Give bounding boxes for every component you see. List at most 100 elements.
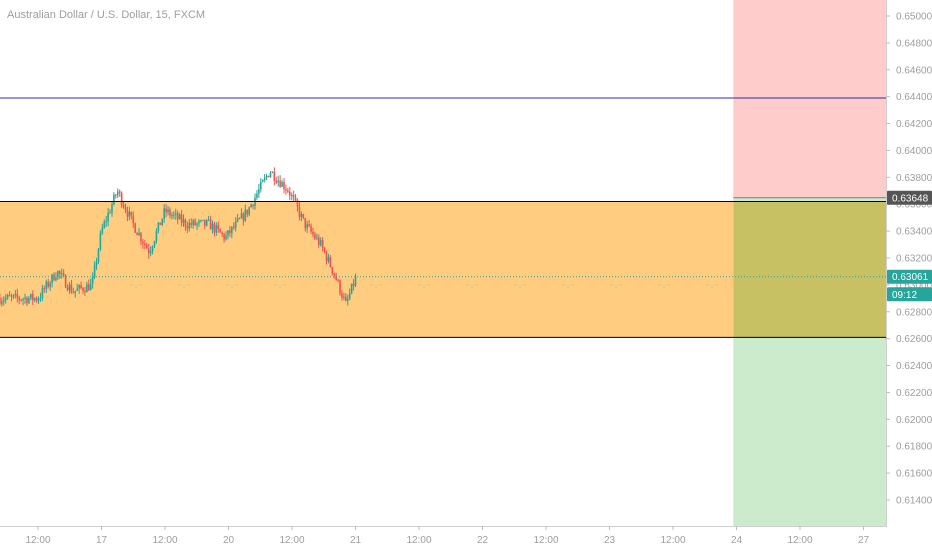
candle-body [97, 249, 100, 262]
price-tick-label: 0.64600 [896, 65, 932, 76]
candle-body [265, 175, 268, 178]
candle-body [16, 293, 19, 298]
candle-body [111, 204, 113, 213]
candle-body [229, 230, 231, 234]
candle-body [126, 210, 129, 217]
candle-body [192, 220, 194, 226]
candle-body [188, 222, 191, 229]
price-tick-label: 0.63400 [896, 227, 932, 238]
candle-body [341, 293, 343, 298]
candle-body [335, 275, 337, 281]
candle-body [105, 221, 107, 223]
time-tick-label: 17 [96, 535, 108, 546]
candle-body [88, 284, 90, 291]
candle-body [14, 293, 17, 296]
candle-body [163, 208, 165, 219]
candle-body [24, 297, 26, 300]
candle-body [66, 287, 69, 291]
candle-body [159, 222, 162, 225]
candle-body [261, 180, 264, 182]
candle-body [167, 209, 169, 213]
candle-body [78, 285, 80, 289]
candle-body [72, 292, 75, 294]
candle-body [292, 194, 295, 198]
candle-body [248, 207, 251, 215]
time-tick-label: 21 [350, 535, 362, 546]
time-tick-label: 12:00 [660, 535, 685, 546]
candle-body [113, 194, 115, 205]
candle-body [312, 231, 314, 235]
candle-body [124, 207, 127, 211]
candle-body [120, 192, 123, 205]
candle-body [176, 213, 179, 220]
candle-body [325, 252, 328, 262]
candle-body [310, 226, 312, 232]
candle-body [89, 283, 92, 291]
candle-body [232, 226, 235, 228]
candle-body [147, 248, 150, 254]
time-tick-label: 12:00 [279, 535, 304, 546]
candle-body [221, 232, 223, 234]
candle-body [155, 231, 158, 242]
candle-body [348, 293, 351, 299]
candle-body [200, 220, 202, 222]
candle-body [258, 189, 260, 194]
time-tick-label: 27 [858, 535, 870, 546]
candle-body [30, 293, 32, 299]
candle-body [263, 177, 266, 181]
price-label-text: 09:12 [892, 290, 917, 301]
price-tick-label: 0.62600 [896, 334, 932, 345]
zone-overlap [733, 201, 886, 338]
candle-body [4, 297, 7, 301]
candle-body [256, 193, 258, 198]
price-zone [0, 201, 734, 338]
candle-body [283, 182, 285, 190]
candle-body [132, 215, 135, 224]
candle-body [343, 296, 345, 298]
candle-body [178, 214, 181, 220]
candle-body [242, 213, 245, 221]
candle-body [277, 180, 279, 183]
price-tick-label: 0.64000 [896, 146, 932, 157]
candle-body [20, 299, 22, 301]
candle-body [186, 226, 189, 229]
price-tick-label: 0.63200 [896, 254, 932, 265]
candle-body [244, 209, 247, 221]
time-tick-label: 12:00 [25, 535, 50, 546]
candle-body [76, 288, 79, 291]
price-labels-layer: 0.63648 0.63061 09:12 [887, 190, 932, 302]
candle-body [269, 172, 272, 177]
candle-body [275, 180, 278, 183]
candle-body [240, 213, 243, 219]
candle-body [115, 194, 117, 196]
candle-body [130, 211, 133, 216]
candle-body [234, 221, 237, 228]
candle-body [91, 276, 94, 284]
candle-body [294, 197, 297, 201]
candle-body [238, 218, 241, 220]
candle-body [8, 294, 11, 297]
candle-body [302, 213, 305, 218]
candle-body [173, 214, 175, 216]
candle-body [352, 283, 355, 286]
price-tick-label: 0.63000 [896, 280, 932, 291]
candle-body [287, 190, 289, 192]
candle-body [203, 219, 206, 226]
candle-body [144, 243, 146, 245]
candle-body [122, 204, 125, 208]
candle-body [260, 181, 262, 190]
candle-body [288, 191, 291, 196]
candle-body [10, 296, 13, 298]
stop-zone [733, 0, 886, 198]
candle-body [217, 225, 220, 229]
candle-body [35, 298, 38, 301]
candle-body [31, 293, 34, 301]
candle-body [60, 273, 63, 275]
candle-body [45, 281, 48, 290]
candle-body [223, 233, 225, 240]
candle-body [26, 297, 28, 304]
candle-body [59, 271, 61, 274]
candle-body [43, 288, 46, 290]
